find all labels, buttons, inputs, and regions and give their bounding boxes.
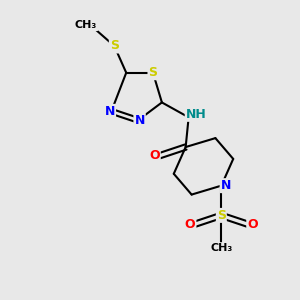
Text: N: N — [220, 179, 231, 192]
Text: S: S — [217, 209, 226, 222]
Text: CH₃: CH₃ — [210, 243, 232, 253]
Text: O: O — [149, 149, 160, 162]
Text: NH: NH — [186, 108, 206, 121]
Text: S: S — [148, 66, 158, 79]
Text: N: N — [105, 105, 115, 118]
Text: O: O — [185, 218, 195, 231]
Text: N: N — [134, 114, 145, 127]
Text: O: O — [247, 218, 258, 231]
Text: CH₃: CH₃ — [75, 20, 97, 30]
Text: S: S — [110, 40, 119, 52]
